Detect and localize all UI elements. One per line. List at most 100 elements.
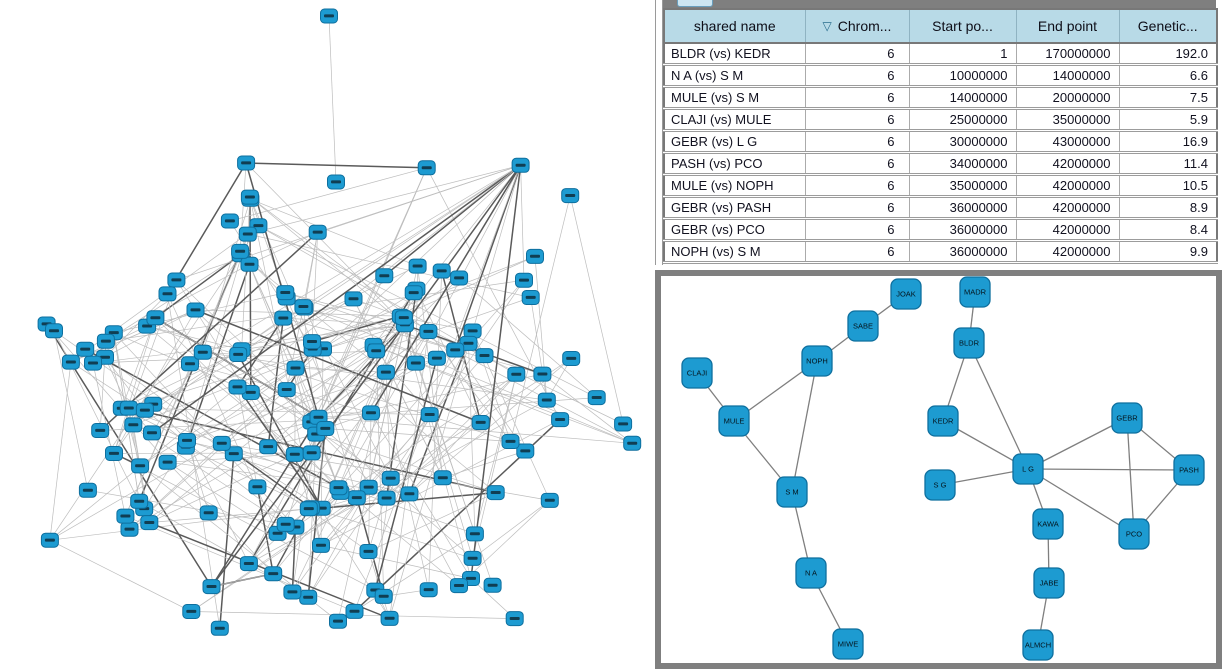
network-node[interactable]: [286, 360, 305, 376]
network-node[interactable]: [459, 335, 478, 351]
network-node[interactable]: JABE: [1033, 567, 1065, 599]
network-node[interactable]: [450, 578, 468, 594]
network-node[interactable]: [526, 248, 544, 264]
network-node[interactable]: [551, 412, 570, 428]
network-node[interactable]: [562, 351, 581, 366]
network-node[interactable]: [344, 291, 363, 307]
network-node[interactable]: [316, 421, 335, 436]
network-node[interactable]: [116, 508, 135, 524]
network-node[interactable]: [359, 544, 378, 559]
network-node[interactable]: [483, 577, 502, 593]
network-node[interactable]: [229, 347, 248, 362]
network-node[interactable]: [417, 160, 436, 176]
network-node[interactable]: [427, 350, 446, 366]
table-row[interactable]: CLAJI (vs) MULE 6 25000000 35000000 5.9: [663, 108, 1218, 132]
column-header-start-position[interactable]: Start po...: [908, 8, 1017, 44]
table-row[interactable]: PASH (vs) PCO 6 34000000 42000000 11.4: [663, 152, 1218, 176]
network-node[interactable]: [433, 470, 452, 486]
network-node[interactable]: [303, 334, 321, 350]
column-header-genetic-distance[interactable]: Genetic...: [1118, 8, 1218, 44]
table-row[interactable]: NOPH (vs) S M 6 36000000 42000000 9.9: [663, 240, 1218, 264]
column-header-chromosome[interactable]: ▽ Chrom...: [804, 8, 910, 44]
network-node[interactable]: [135, 402, 154, 418]
network-node[interactable]: [61, 354, 80, 370]
network-node[interactable]: [359, 479, 378, 495]
network-node[interactable]: [587, 390, 606, 406]
network-node[interactable]: [465, 526, 484, 542]
network-node[interactable]: [158, 286, 177, 302]
network-node[interactable]: [537, 392, 556, 408]
network-node[interactable]: [120, 521, 139, 537]
network-node[interactable]: [501, 434, 520, 449]
network-node[interactable]: [248, 479, 267, 495]
network-node[interactable]: CLAJI: [681, 357, 713, 389]
network-node[interactable]: [193, 344, 212, 360]
network-node[interactable]: [186, 302, 205, 318]
network-node[interactable]: [119, 400, 138, 416]
table-row[interactable]: BLDR (vs) KEDR 6 1 170000000 192.0: [663, 43, 1218, 66]
network-node[interactable]: [406, 355, 425, 371]
network-node[interactable]: [210, 620, 229, 636]
network-node[interactable]: KAWA: [1032, 508, 1064, 540]
network-node[interactable]: [45, 323, 63, 339]
network-node[interactable]: [167, 272, 186, 288]
network-node[interactable]: [96, 333, 115, 349]
network-node[interactable]: [420, 407, 439, 423]
network-node[interactable]: S M: [776, 476, 808, 508]
network-node[interactable]: [347, 490, 366, 506]
network-node[interactable]: [202, 579, 221, 595]
network-node[interactable]: [345, 603, 364, 619]
network-node[interactable]: [302, 445, 321, 461]
network-node[interactable]: [78, 482, 97, 498]
network-node[interactable]: [450, 270, 469, 286]
network-node[interactable]: [231, 243, 250, 259]
network-node[interactable]: [277, 382, 296, 398]
detail-network-panel[interactable]: JOAK MADR SABE BLDR NOPH CLAJI MULE KEDR GEBR L G…: [655, 270, 1222, 669]
network-node[interactable]: [276, 285, 295, 301]
network-node[interactable]: PCO: [1118, 518, 1150, 550]
network-node[interactable]: [105, 446, 123, 461]
network-node[interactable]: S G: [924, 469, 956, 501]
network-node[interactable]: [327, 174, 345, 190]
network-node[interactable]: [511, 157, 530, 173]
table-row[interactable]: GEBR (vs) PCO 6 36000000 42000000 8.4: [663, 218, 1218, 242]
network-node[interactable]: GEBR: [1111, 402, 1143, 434]
network-node[interactable]: [143, 425, 161, 441]
network-node[interactable]: [220, 213, 239, 229]
network-node[interactable]: [285, 446, 304, 462]
table-row[interactable]: MULE (vs) NOPH 6 35000000 42000000 10.5: [663, 174, 1218, 198]
detail-network-canvas[interactable]: JOAK MADR SABE BLDR NOPH CLAJI MULE KEDR GEBR L G…: [661, 276, 1216, 663]
network-node[interactable]: [362, 405, 380, 421]
table-row[interactable]: MULE (vs) S M 6 14000000 20000000 7.5: [663, 86, 1218, 110]
network-node[interactable]: [419, 582, 438, 598]
network-node[interactable]: [404, 285, 423, 301]
network-node[interactable]: [507, 366, 526, 382]
network-node[interactable]: [140, 515, 159, 531]
network-node[interactable]: [294, 299, 313, 315]
network-node[interactable]: [308, 224, 327, 240]
column-header-shared-name[interactable]: shared name: [663, 8, 806, 44]
network-node[interactable]: [446, 342, 465, 358]
network-node[interactable]: [146, 310, 165, 326]
network-node[interactable]: KEDR: [927, 405, 959, 437]
network-node[interactable]: [376, 364, 395, 380]
network-node[interactable]: [40, 532, 59, 548]
network-node[interactable]: [274, 310, 293, 326]
table-row[interactable]: GEBR (vs) PASH 6 36000000 42000000 8.9: [663, 196, 1218, 220]
network-node[interactable]: [212, 435, 231, 451]
network-node[interactable]: [84, 355, 102, 371]
network-node[interactable]: [374, 588, 393, 604]
network-node[interactable]: MIWE: [832, 628, 864, 660]
network-node[interactable]: [471, 415, 490, 430]
network-node[interactable]: [475, 348, 494, 364]
network-node[interactable]: [408, 258, 427, 274]
network-node[interactable]: [515, 272, 533, 288]
network-node[interactable]: [375, 268, 394, 284]
network-node[interactable]: [561, 188, 580, 204]
network-node[interactable]: [158, 454, 177, 470]
network-node[interactable]: [131, 458, 150, 474]
network-node[interactable]: [521, 290, 540, 305]
network-node[interactable]: [224, 446, 243, 462]
network-node[interactable]: [181, 356, 199, 372]
network-node[interactable]: [381, 470, 400, 486]
